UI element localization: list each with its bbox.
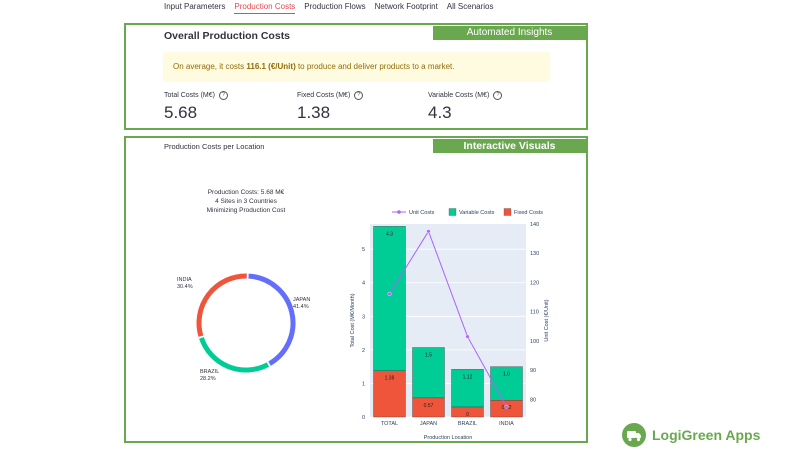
x-tick-label: JAPAN — [420, 421, 437, 427]
visuals-panel: Interactive Visuals Production Costs per… — [124, 136, 588, 443]
y-tick-label: 2 — [362, 348, 365, 354]
bar-label-variable: 4.3 — [386, 231, 393, 237]
y2-tick-label: 140 — [530, 222, 539, 228]
unit-cost-point — [465, 334, 470, 339]
bar-label-variable: 1.12 — [463, 374, 473, 380]
help-icon[interactable]: ? — [354, 91, 364, 100]
overview-title: Overall Production Costs — [164, 30, 291, 42]
x-tick-label: INDIA — [499, 421, 514, 427]
brand-logo: LogiGreen Apps — [622, 423, 760, 447]
visuals-title: Production Costs per Location — [164, 142, 265, 151]
unit-cost-point — [504, 404, 509, 409]
legend-fixed-costs: Fixed Costs — [514, 210, 543, 216]
donut-title-line: Minimizing Production Cost — [206, 207, 286, 214]
y-tick-label: 3 — [362, 314, 365, 320]
slice-name: JAPAN — [293, 297, 311, 303]
donut-slice-india — [196, 273, 247, 337]
bar-variable-india — [490, 366, 523, 401]
metric-label: Variable Costs (M€) — [428, 92, 490, 99]
overview-panel: Automated Insights Overall Production Co… — [124, 23, 588, 130]
tab-production-flows[interactable]: Production Flows — [304, 2, 366, 11]
y2-axis-title: Unit Cost (€/Unit) — [544, 299, 550, 341]
donut-chart[interactable] — [176, 253, 316, 393]
bar-variable-japan — [412, 347, 445, 399]
metric-value: 4.3 — [428, 103, 452, 122]
metric-fixed-costs: Fixed Costs (M€)? 1.38 — [297, 91, 364, 123]
metric-label: Fixed Costs (M€) — [297, 92, 351, 99]
donut-title-line: 4 Sites in 3 Countries — [215, 198, 277, 205]
metric-variable-costs: Variable Costs (M€)? 4.3 — [428, 91, 503, 123]
x-tick-label: BRAZIL — [458, 421, 477, 427]
y-axis-title: Total Cost (M€/Month) — [350, 293, 356, 347]
truck-icon — [622, 423, 646, 447]
legend-unit-costs: Unit Costs — [409, 210, 435, 216]
tab-all-scenarios[interactable]: All Scenarios — [446, 2, 494, 11]
insight-value: 116.1 (€/Unit) — [246, 62, 296, 71]
metric-value: 1.38 — [297, 103, 331, 122]
slice-pct: 41.4% — [293, 304, 309, 310]
help-icon[interactable]: ? — [493, 91, 503, 100]
insight-suffix: to produce and deliver products to a mar… — [295, 62, 455, 71]
bar-label-fixed: 1.38 — [385, 376, 395, 382]
bar-label-fixed: 0.57 — [424, 403, 434, 409]
tab-bar: Input Parameters Production Costs Produc… — [164, 0, 493, 16]
y-tick-label: 0 — [362, 415, 365, 421]
legend-marker-unit-costs — [397, 210, 401, 214]
x-tick-label: TOTAL — [381, 421, 398, 427]
y2-tick-label: 80 — [530, 397, 536, 403]
y-tick-label: 4 — [362, 281, 365, 287]
y2-tick-label: 120 — [530, 280, 539, 286]
automated-insights-badge: Automated Insights — [433, 26, 586, 40]
insight-box: On average, it costs 116.1 (€/Unit) to p… — [163, 52, 550, 82]
bar-label-variable: 1.5 — [425, 353, 432, 359]
help-icon[interactable]: ? — [218, 91, 228, 100]
bar-fixed-total — [373, 370, 406, 418]
unit-cost-line — [389, 230, 507, 408]
donut-label-india: INDIA 30.4% — [177, 277, 193, 291]
y2-tick-label: 110 — [530, 310, 539, 316]
metric-total-costs: Total Costs (M€)? 5.68 — [164, 91, 228, 123]
interactive-visuals-badge: Interactive Visuals — [433, 139, 586, 153]
y-tick-label: 5 — [362, 247, 365, 253]
metric-label: Total Costs (M€) — [164, 92, 215, 99]
donut-label-brazil: BRAZIL 28.2% — [200, 369, 219, 383]
unit-cost-point — [387, 291, 392, 296]
tab-production-costs[interactable]: Production Costs — [234, 0, 296, 14]
slice-pct: 30.4% — [177, 284, 193, 290]
insight-prefix: On average, it costs — [173, 62, 247, 71]
donut-slice-japan — [248, 273, 296, 366]
brand-name: LogiGreen Apps — [652, 427, 761, 443]
donut-title-line: Production Costs: 5.68 M€ — [207, 189, 285, 196]
y2-tick-label: 100 — [530, 339, 539, 345]
donut-title: Production Costs: 5.68 M€ 4 Sites in 3 C… — [186, 188, 306, 215]
legend-variable-costs: Variable Costs — [459, 210, 495, 216]
donut-label-japan: JAPAN 41.4% — [293, 297, 310, 311]
y2-tick-label: 130 — [530, 251, 539, 257]
bar-label-fixed: 0 — [466, 412, 469, 418]
x-axis-title: Production Location — [424, 435, 473, 441]
donut-slice-brazil — [199, 337, 270, 373]
bar-variable-total — [373, 226, 406, 371]
slice-pct: 28.2% — [200, 376, 216, 382]
metric-value: 5.68 — [164, 103, 198, 122]
slice-name: INDIA — [177, 277, 192, 283]
tab-network-footprint[interactable]: Network Footprint — [374, 2, 438, 11]
y-tick-label: 1 — [362, 381, 365, 387]
tab-input-parameters[interactable]: Input Parameters — [164, 2, 226, 11]
cost-bar-chart[interactable]: 0 1 2 3 4 5 80 90 100 110 120 130 140 1.38 4.3 TOTAL 0.5… — [342, 202, 582, 442]
bar-label-variable: 1.0 — [503, 372, 510, 378]
y2-tick-label: 90 — [530, 368, 536, 374]
unit-cost-point — [426, 229, 431, 234]
slice-name: BRAZIL — [200, 369, 220, 375]
bar-variable-brazil — [451, 369, 484, 408]
legend-swatch-fixed-costs — [503, 208, 512, 216]
legend-swatch-variable-costs — [448, 208, 457, 216]
